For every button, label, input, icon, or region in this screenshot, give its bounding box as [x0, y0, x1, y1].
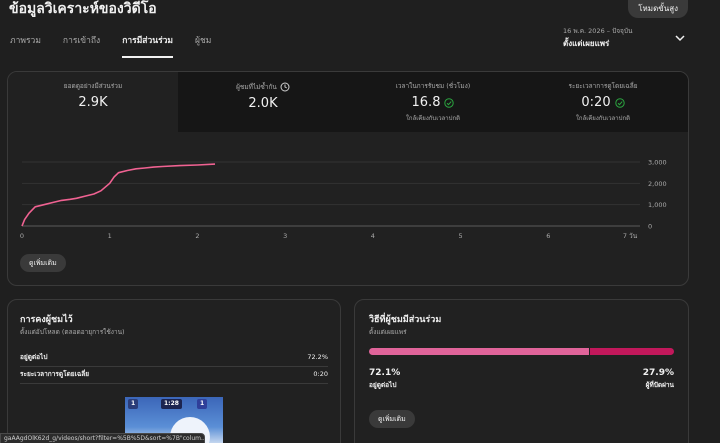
stayed-percent: 72.1% — [369, 368, 401, 378]
thumbnail-badge: 1:28 — [161, 399, 182, 409]
swiped-percent: 27.9% — [642, 368, 674, 378]
kpi-value: 16.8 — [411, 95, 441, 110]
check-circle-icon — [444, 98, 455, 108]
row-value: 72.2% — [307, 353, 328, 361]
date-range-label: ตั้งแต่เผยแพร่ — [563, 39, 610, 48]
kpi-sub: ใกล้เคียงกับเวลาปกติ — [576, 115, 630, 122]
kpi-label: ผู้ชมที่ไม่ซ้ำกัน — [236, 82, 277, 91]
tab-overview[interactable]: ภาพรวม — [10, 36, 41, 46]
x-tick-label: 6 — [546, 232, 550, 240]
retention-card: การคงผู้ชมไว้ ตั้งแต่อัปโหลด (ตลอดอายุกา… — [7, 299, 341, 443]
retention-subtitle: ตั้งแต่อัปโหลด (ตลอดอายุการใช้งาน) — [20, 328, 125, 336]
y-tick-label: 3,000 — [648, 159, 667, 167]
y-tick-label: 1,000 — [648, 201, 667, 209]
date-range-picker[interactable]: 16 พ.ค. 2026 – ปัจจุบัน ตั้งแต่เผยแพร่ — [563, 27, 632, 50]
clock-icon — [280, 82, 290, 92]
thumbnail-badge: 1 — [197, 399, 208, 409]
tab-reach[interactable]: การเข้าถึง — [62, 36, 101, 46]
stayed-swiped-bar — [369, 348, 674, 355]
retention-row-stayed: อยู่ดูต่อไป 72.2% — [20, 353, 328, 362]
page-title: ข้อมูลวิเคราะห์ของวิดีโอ — [9, 1, 157, 17]
kpi-label: ระยะเวลาการดูโดยเฉลี่ย — [568, 82, 638, 90]
swiped-label: ผู้ที่ปัดผ่าน — [645, 381, 674, 389]
kpi-value: 2.9K — [78, 95, 108, 110]
engagement-line-chart: 3,000 2,000 1,000 0 0 1 2 3 4 5 6 7 วัน — [20, 159, 667, 241]
x-tick-label: 2 — [195, 232, 199, 240]
engagement-breakdown-card: วิธีที่ผู้ชมมีส่วนร่วม ตั้งแต่เผยแพร่ 72… — [354, 299, 689, 443]
engagement-main-card: ยอดดูอย่างมีส่วนร่วม 2.9K ผู้ชมที่ไม่ซ้ำ… — [7, 71, 689, 286]
swiped-segment — [588, 348, 674, 355]
kpi-avg-view-duration[interactable]: ระยะเวลาการดูโดยเฉลี่ย 0:20 ใกล้เคียงกับ… — [518, 72, 688, 132]
kpi-row: ยอดดูอย่างมีส่วนร่วม 2.9K ผู้ชมที่ไม่ซ้ำ… — [8, 72, 688, 132]
row-divider — [20, 366, 328, 367]
x-tick-label: 5 — [459, 232, 463, 240]
x-tick-label: 3 — [283, 232, 287, 240]
row-divider — [20, 383, 328, 384]
y-tick-label: 0 — [648, 223, 652, 231]
row-label: อยู่ดูต่อไป — [20, 353, 48, 361]
kpi-unique-viewers[interactable]: ผู้ชมที่ไม่ซ้ำกัน 2.0K — [178, 72, 348, 132]
see-more-button[interactable]: ดูเพิ่มเติม — [369, 410, 415, 428]
x-tick-label: 4 — [371, 232, 375, 240]
see-more-button[interactable]: ดูเพิ่มเติม — [20, 254, 66, 272]
x-tick-label: 7 วัน — [623, 232, 638, 240]
status-url-bar: gaAAgdOlK62d_g/videos/short?filter=%5B%5… — [0, 433, 205, 443]
kpi-watch-time[interactable]: เวลาในการรับชม (ชั่วโมง) 16.8 ใกล้เคียงก… — [348, 72, 518, 132]
engagement-subtitle: ตั้งแต่เผยแพร่ — [369, 328, 407, 336]
stayed-segment — [369, 348, 589, 355]
y-tick-label: 2,000 — [648, 180, 667, 188]
row-label: ระยะเวลาการดูโดยเฉลี่ย — [20, 370, 90, 378]
advanced-mode-button[interactable]: โหมดขั้นสูง — [628, 0, 688, 18]
x-tick-label: 0 — [20, 232, 24, 240]
tab-bar: ภาพรวม การเข้าถึง การมีส่วนร่วม ผู้ชม — [10, 34, 233, 58]
date-range-dates: 16 พ.ค. 2026 – ปัจจุบัน — [563, 27, 633, 35]
chevron-down-icon[interactable] — [674, 32, 686, 44]
x-tick-label: 1 — [108, 232, 112, 240]
row-value: 0:20 — [313, 370, 328, 378]
thumbnail-badge: 1 — [128, 399, 139, 409]
tab-engagement[interactable]: การมีส่วนร่วม — [122, 34, 174, 58]
check-circle-icon — [614, 98, 625, 108]
engagement-title: วิธีที่ผู้ชมมีส่วนร่วม — [369, 315, 442, 325]
kpi-label: ยอดดูอย่างมีส่วนร่วม — [63, 82, 123, 90]
series-line — [21, 163, 216, 227]
retention-row-avg-duration: ระยะเวลาการดูโดยเฉลี่ย 0:20 — [20, 370, 328, 379]
stayed-label: อยู่ดูต่อไป — [369, 381, 397, 389]
kpi-label: เวลาในการรับชม (ชั่วโมง) — [395, 82, 471, 90]
kpi-value: 0:20 — [581, 95, 611, 110]
kpi-engaged-views[interactable]: ยอดดูอย่างมีส่วนร่วม 2.9K — [8, 72, 178, 132]
retention-title: การคงผู้ชมไว้ — [20, 315, 73, 325]
tab-audience[interactable]: ผู้ชม — [195, 36, 212, 46]
kpi-value: 2.0K — [248, 96, 278, 111]
kpi-sub: ใกล้เคียงกับเวลาปกติ — [406, 115, 460, 122]
